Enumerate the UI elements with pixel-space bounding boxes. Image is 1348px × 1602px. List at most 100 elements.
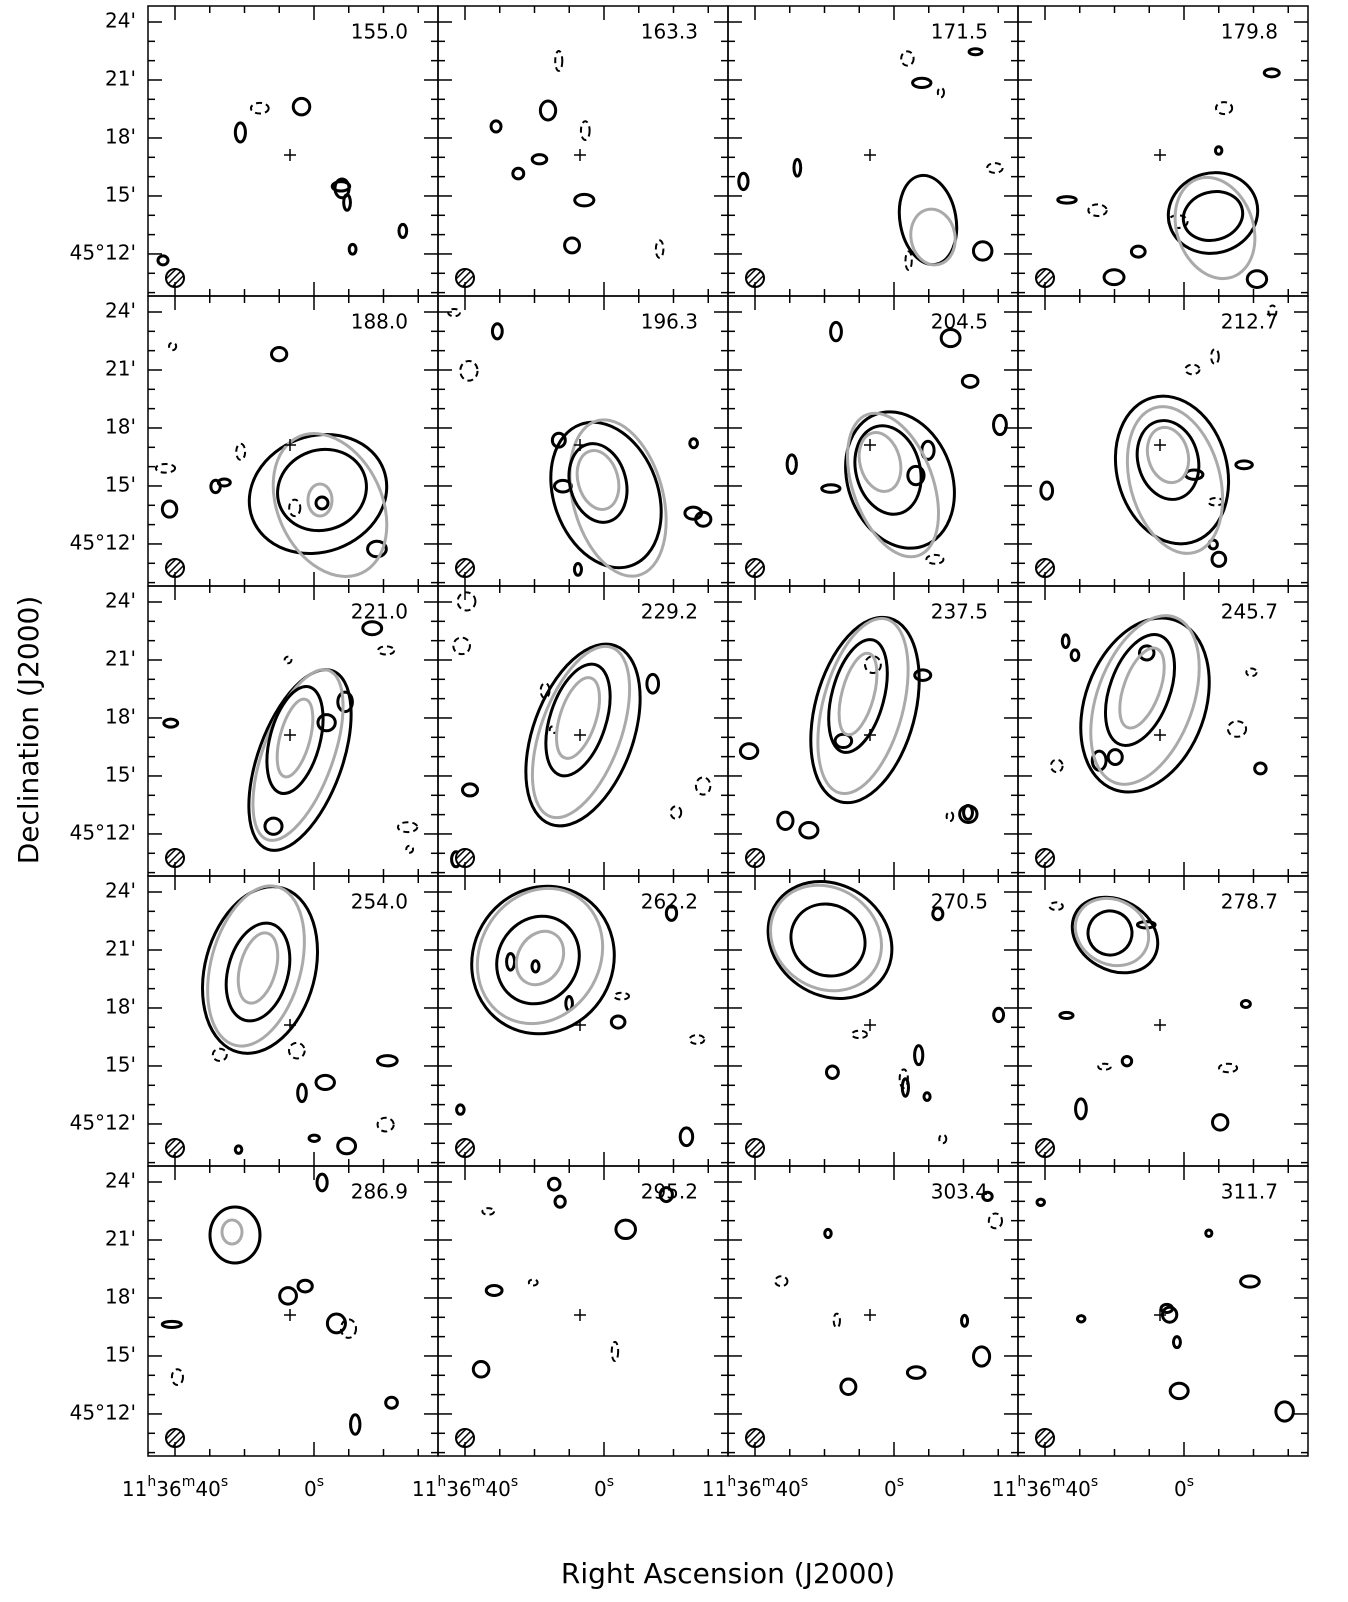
center-cross — [1154, 729, 1166, 741]
noise-contour — [377, 645, 396, 656]
noise-contour — [839, 1377, 858, 1397]
noise-contour — [160, 499, 179, 519]
panel-frame — [727, 295, 1019, 587]
noise-contour — [913, 668, 933, 682]
noise-contour — [737, 171, 750, 192]
center-cross — [284, 1019, 296, 1031]
velocity-label: 212.7 — [1221, 310, 1278, 334]
noise-contour — [960, 373, 980, 389]
noise-contour — [1213, 145, 1224, 156]
noise-contour — [1069, 648, 1081, 663]
panel-frame — [147, 875, 439, 1167]
noise-contour — [384, 1395, 399, 1410]
y-tick-label: 15' — [105, 1053, 136, 1077]
noise-contour — [931, 906, 945, 922]
noise-contour — [664, 904, 679, 922]
noise-contour — [452, 636, 471, 656]
velocity-label: 262.2 — [641, 890, 698, 914]
center-cross — [284, 439, 296, 451]
noise-contour — [992, 413, 1008, 437]
noise-contour — [960, 1313, 970, 1328]
noise-contour — [694, 510, 713, 528]
noise-contour — [913, 1044, 925, 1067]
noise-contour — [905, 1365, 927, 1380]
noise-contour — [376, 1054, 399, 1068]
velocity-label: 278.7 — [1221, 890, 1278, 914]
noise-contour — [1239, 1274, 1261, 1289]
y-tick-label: 18' — [105, 705, 136, 729]
panel: 155.0 24' 21' 18' 15' 45°12' — [70, 5, 439, 297]
center-cross — [1154, 149, 1166, 161]
noise-contour — [307, 1133, 321, 1143]
noise-contour — [550, 431, 567, 449]
panel: 303.4 — [727, 1165, 1019, 1457]
panel-frame — [437, 585, 729, 877]
noise-contour — [263, 816, 284, 836]
noise-contour — [1274, 1400, 1295, 1423]
panel-frame — [437, 1165, 729, 1457]
contour — [224, 921, 292, 1023]
contour — [530, 644, 632, 820]
center-cross — [864, 439, 876, 451]
noise-contour — [1074, 1097, 1088, 1121]
contour — [514, 929, 566, 987]
contour — [1073, 896, 1151, 968]
noise-contour — [396, 821, 419, 834]
contour — [1070, 895, 1160, 975]
noise-contour — [609, 1014, 627, 1030]
noise-contour — [1253, 761, 1268, 776]
y-tick-label: 45°12' — [70, 821, 136, 845]
center-cross — [574, 1309, 586, 1321]
noise-contour — [160, 1319, 183, 1329]
panel: 212.7 — [1017, 295, 1309, 587]
panel-frame — [437, 875, 729, 1167]
noise-contour — [154, 462, 177, 474]
y-tick-label: 15' — [105, 473, 136, 497]
contour — [1173, 175, 1257, 281]
noise-contour — [992, 1006, 1006, 1024]
noise-contour — [936, 86, 945, 99]
velocity-label: 295.2 — [641, 1180, 698, 1204]
noise-contour — [339, 1318, 358, 1339]
panel: 278.7 — [1017, 875, 1309, 1167]
y-tick-label: 18' — [105, 1285, 136, 1309]
panel: 188.0 24' 21' 18' 15' 45°12' — [70, 295, 439, 587]
contour — [208, 1205, 262, 1265]
contour — [475, 886, 605, 1026]
contour — [495, 914, 581, 1006]
noise-contour — [405, 844, 415, 854]
y-tick-label: 18' — [105, 995, 136, 1019]
noise-contour — [397, 222, 409, 240]
panel: 163.3 — [437, 5, 729, 297]
velocity-label: 188.0 — [351, 310, 408, 334]
noise-contour — [694, 776, 712, 796]
contour — [857, 431, 903, 493]
noise-contour — [269, 346, 289, 363]
center-cross — [1154, 1309, 1166, 1321]
panel: 196.3 — [437, 295, 729, 587]
contour — [314, 495, 330, 511]
noise-contour — [336, 1136, 358, 1156]
noise-contour — [614, 1218, 637, 1241]
noise-contour — [1267, 304, 1278, 319]
velocity-label: 179.8 — [1221, 20, 1278, 44]
noise-contour — [774, 1275, 789, 1288]
contour — [549, 420, 663, 570]
noise-contour — [296, 1082, 308, 1104]
velocity-label: 254.0 — [351, 890, 408, 914]
velocity-label: 303.4 — [931, 1180, 988, 1204]
noise-contour — [162, 717, 180, 729]
velocity-label: 204.5 — [931, 310, 988, 334]
noise-contour — [314, 1073, 336, 1091]
noise-contour — [863, 655, 882, 675]
velocity-label: 163.3 — [641, 20, 698, 44]
velocity-label: 221.0 — [351, 600, 408, 624]
contour — [265, 684, 325, 796]
contour — [236, 931, 280, 1005]
contour — [769, 883, 883, 993]
noise-contour — [349, 1413, 362, 1436]
noise-contour — [1039, 480, 1055, 501]
center-cross — [284, 729, 296, 741]
y-axis-title: Declination (J2000) — [12, 596, 45, 865]
noise-contour — [249, 101, 270, 115]
